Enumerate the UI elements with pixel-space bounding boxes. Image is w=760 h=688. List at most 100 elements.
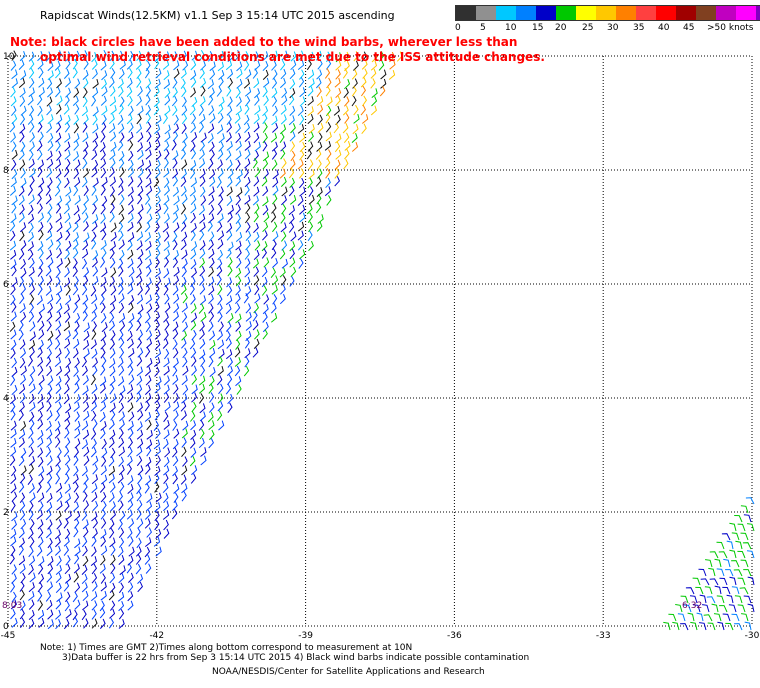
wind-barb — [172, 374, 179, 385]
wind-barb — [100, 339, 106, 350]
wind-barb — [38, 77, 45, 88]
wind-barb — [146, 121, 152, 133]
wind-barb — [190, 168, 196, 179]
wind-barb — [172, 231, 178, 243]
wind-barb — [74, 582, 81, 593]
wind-barb — [225, 295, 233, 306]
wind-barb — [208, 186, 215, 197]
wind-barb — [18, 320, 24, 332]
wind-barb — [91, 511, 98, 522]
wind-barb — [209, 61, 216, 72]
wind-barb — [38, 320, 45, 331]
wind-barb — [208, 356, 214, 368]
wind-barb — [137, 304, 144, 315]
wind-barb — [54, 421, 61, 432]
wind-barb — [65, 608, 72, 619]
wind-barb — [47, 303, 53, 314]
wind-barb — [325, 85, 331, 97]
wind-barb — [254, 329, 260, 340]
wind-barb — [316, 69, 323, 80]
wind-barb — [217, 239, 224, 250]
wind-barb — [127, 591, 134, 602]
wind-barb — [163, 51, 170, 62]
wind-barb — [9, 455, 16, 466]
wind-barb — [19, 357, 26, 369]
wind-barb — [216, 374, 223, 386]
color-scale-label: 35 — [633, 23, 645, 33]
wind-barb — [45, 285, 52, 296]
wind-barb — [63, 518, 69, 529]
wind-barb — [54, 428, 61, 439]
wind-barb — [199, 222, 206, 232]
wind-barb — [36, 140, 43, 152]
wind-barb — [74, 50, 80, 62]
wind-barb — [164, 124, 171, 135]
wind-barb — [92, 106, 99, 117]
wind-barb — [289, 141, 296, 152]
wind-barb — [253, 231, 260, 243]
wind-barb — [127, 284, 134, 295]
wind-barb — [55, 213, 62, 223]
wind-barb — [73, 553, 80, 565]
wind-barb — [225, 349, 233, 360]
wind-barb — [64, 347, 70, 359]
wind-barb — [307, 114, 314, 125]
wind-barb — [136, 123, 142, 134]
wind-barb — [99, 412, 106, 423]
wind-barb — [64, 330, 71, 341]
wind-barb — [28, 249, 34, 261]
wind-barb — [199, 428, 205, 440]
wind-barb — [280, 68, 287, 80]
wind-barb — [244, 158, 251, 169]
wind-barb — [72, 328, 79, 340]
wind-barb — [253, 302, 259, 314]
wind-barb — [100, 573, 106, 584]
wind-barb — [119, 565, 126, 576]
wind-barb — [144, 554, 151, 565]
wind-barb — [163, 528, 170, 539]
y-tick-label: 0 — [3, 622, 9, 632]
wind-barb — [172, 466, 178, 477]
wind-barb — [109, 241, 116, 251]
wind-barb — [64, 573, 72, 584]
wind-barb — [28, 311, 35, 323]
wind-barb — [109, 276, 115, 287]
wind-barb — [208, 239, 214, 251]
wind-barb — [136, 96, 142, 107]
wind-barb — [110, 267, 117, 278]
wind-barb — [54, 545, 61, 556]
wind-barb — [325, 177, 331, 189]
wind-barb — [118, 103, 124, 115]
wind-barb — [19, 384, 26, 395]
wind-barb — [110, 600, 116, 611]
wind-barb — [65, 554, 71, 566]
wind-barb — [198, 205, 205, 216]
wind-barb — [119, 385, 126, 396]
wind-barb — [28, 455, 35, 466]
wind-barb — [252, 310, 258, 322]
wind-barb — [91, 87, 99, 98]
wind-barb — [245, 222, 251, 233]
wind-barb — [181, 312, 188, 323]
wind-barb — [245, 321, 252, 331]
wind-barb — [342, 68, 348, 79]
wind-barb — [146, 527, 152, 538]
wind-barb — [109, 320, 115, 331]
wind-barb — [46, 338, 53, 350]
wind-barb — [37, 166, 43, 178]
wind-barb — [155, 195, 161, 207]
wind-barb — [72, 474, 79, 485]
wind-barb — [253, 186, 260, 197]
wind-barb — [163, 457, 170, 468]
wind-barb — [155, 276, 162, 287]
wind-barb — [154, 510, 160, 522]
wind-barb — [118, 402, 124, 414]
wind-barb — [226, 248, 232, 259]
note-line-2: optimal wind retrieval conditions are me… — [40, 50, 545, 64]
wind-barb — [208, 231, 215, 242]
wind-barb — [173, 492, 179, 503]
wind-barb — [136, 222, 142, 233]
wind-barb — [91, 257, 98, 268]
wind-barb — [37, 266, 43, 277]
